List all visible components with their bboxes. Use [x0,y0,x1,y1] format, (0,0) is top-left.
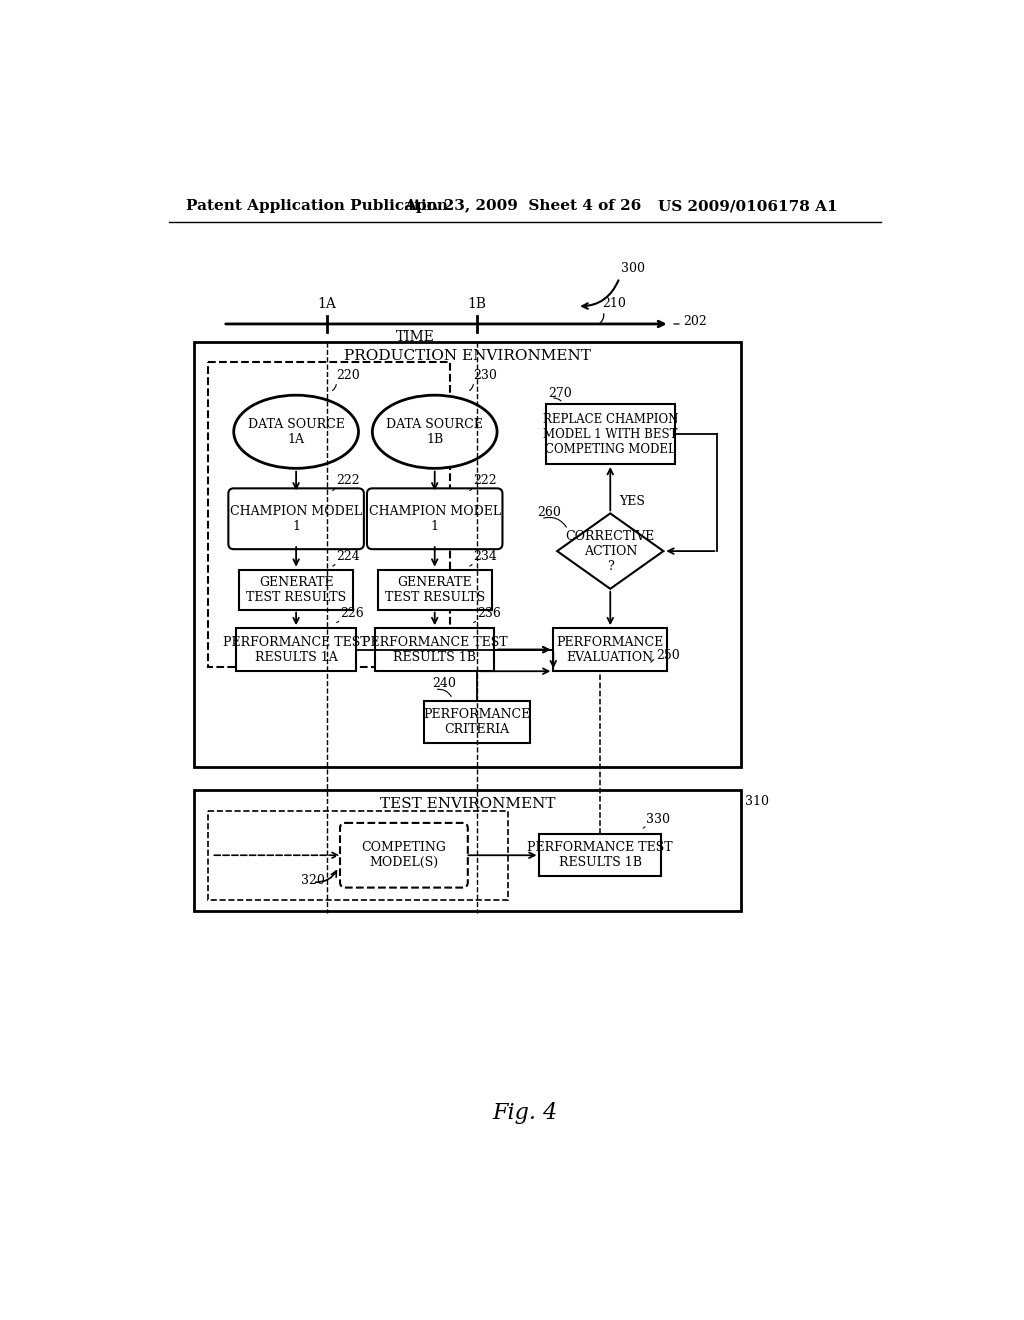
Text: GENERATE
TEST RESULTS: GENERATE TEST RESULTS [385,576,484,603]
Text: 220: 220 [336,370,359,383]
Ellipse shape [373,395,497,469]
Text: 260: 260 [538,507,561,520]
Bar [540,834,662,876]
Text: 240: 240 [432,677,457,690]
Text: TIME: TIME [396,330,435,345]
Text: 226: 226 [340,607,364,620]
Text: 230: 230 [473,370,497,383]
Text: 250: 250 [656,649,680,661]
Text: 222: 222 [473,474,497,487]
Bar [553,628,668,671]
Polygon shape [557,513,664,589]
Text: 224: 224 [336,550,359,564]
FancyBboxPatch shape [340,822,468,887]
Text: Patent Application Publication: Patent Application Publication [186,199,449,213]
Bar [208,812,508,900]
Text: YES: YES [620,495,645,508]
Bar [194,342,741,767]
Text: 210: 210 [602,297,627,310]
Text: 234: 234 [473,550,497,564]
Text: PERFORMANCE TEST
RESULTS 1B: PERFORMANCE TEST RESULTS 1B [361,636,508,664]
Text: PERFORMANCE
CRITERIA: PERFORMANCE CRITERIA [424,708,530,737]
Bar [546,404,675,465]
Bar [208,363,451,667]
Text: Fig. 4: Fig. 4 [493,1102,557,1125]
Text: REPLACE CHAMPION
MODEL 1 WITH BEST
COMPETING MODEL: REPLACE CHAMPION MODEL 1 WITH BEST COMPE… [543,413,678,455]
Text: COMPETING
MODEL(S): COMPETING MODEL(S) [361,841,446,870]
Text: 1B: 1B [468,297,486,310]
Bar [194,789,741,911]
FancyBboxPatch shape [367,488,503,549]
Text: 330: 330 [646,813,671,826]
Text: Apr. 23, 2009  Sheet 4 of 26: Apr. 23, 2009 Sheet 4 of 26 [403,199,641,213]
Text: 222: 222 [336,474,359,487]
FancyBboxPatch shape [228,488,364,549]
Text: 310: 310 [745,795,769,808]
Text: PERFORMANCE TEST
RESULTS 1A: PERFORMANCE TEST RESULTS 1A [223,636,369,664]
Bar [424,701,530,743]
Bar [378,570,492,610]
Text: 320: 320 [301,874,326,887]
Text: PERFORMANCE
EVALUATION: PERFORMANCE EVALUATION [557,636,664,664]
Text: 202: 202 [683,315,708,329]
Text: 300: 300 [621,263,645,276]
Text: PRODUCTION ENVIRONMENT: PRODUCTION ENVIRONMENT [344,348,591,363]
Bar [375,628,495,671]
Text: PERFORMANCE TEST
RESULTS 1B: PERFORMANCE TEST RESULTS 1B [527,841,673,870]
Text: US 2009/0106178 A1: US 2009/0106178 A1 [658,199,838,213]
Bar [237,628,355,671]
Text: TEST ENVIRONMENT: TEST ENVIRONMENT [380,797,555,810]
Text: GENERATE
TEST RESULTS: GENERATE TEST RESULTS [246,576,346,603]
Text: DATA SOURCE
1A: DATA SOURCE 1A [248,417,344,446]
Text: CORRECTIVE
ACTION
?: CORRECTIVE ACTION ? [565,529,655,573]
Bar [240,570,353,610]
Text: 1A: 1A [317,297,336,310]
Text: CHAMPION MODEL
1: CHAMPION MODEL 1 [230,504,362,533]
Text: DATA SOURCE
1B: DATA SOURCE 1B [386,417,483,446]
Text: 236: 236 [477,607,501,620]
Ellipse shape [233,395,358,469]
Text: 270: 270 [549,387,572,400]
Text: CHAMPION MODEL
1: CHAMPION MODEL 1 [369,504,501,533]
